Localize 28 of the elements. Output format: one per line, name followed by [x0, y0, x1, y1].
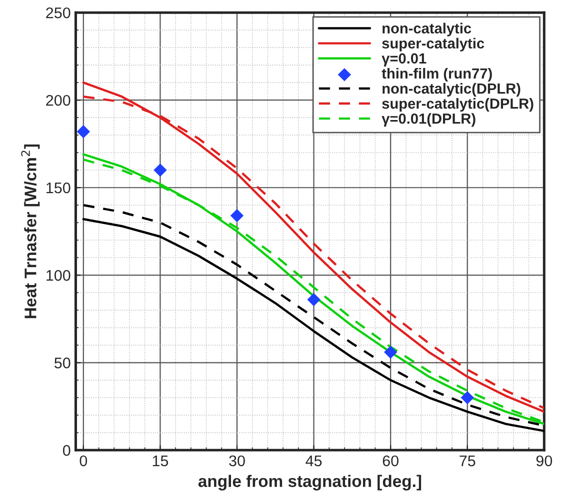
point	[307, 293, 320, 306]
point	[460, 391, 474, 404]
x-tick-label: 15	[152, 456, 168, 466]
y-axis-title: Heat Trnasfer [W/cm$^{2}$]	[21, 144, 40, 318]
legend-label: thin-film (run77)	[382, 68, 492, 82]
legend-label: super-catalytic	[382, 38, 484, 52]
x-tick-label: 45	[306, 456, 322, 466]
point	[230, 209, 244, 222]
y-tick-label: 150	[46, 182, 70, 194]
y-tick-label: 50	[54, 358, 70, 368]
point	[384, 346, 398, 359]
x-tick-label: 60	[382, 455, 398, 466]
legend-label: super-catalytic(DPLR)	[382, 98, 534, 112]
legend-label: γ=0.01	[382, 53, 426, 66]
x-axis-title: angle from stagnation [deg.]	[198, 474, 422, 490]
y-tick-label: 250	[46, 7, 70, 18]
x-tick-label: 30	[229, 455, 245, 466]
x-tick-label: 90	[536, 455, 552, 466]
legend-label: non-catalytic	[382, 22, 472, 36]
y-tick-label: 100	[46, 270, 70, 281]
y-tick-label: 200	[46, 94, 70, 106]
legend-label: γ=0.01(DPLR)	[382, 113, 476, 127]
point	[76, 125, 90, 138]
point	[154, 164, 167, 177]
x-tick-label: 0	[80, 455, 88, 466]
legend-label: non-catalytic(DPLR)	[382, 82, 520, 97]
x-tick-label: 75	[460, 456, 476, 466]
y-tick-label: 0	[62, 445, 70, 456]
